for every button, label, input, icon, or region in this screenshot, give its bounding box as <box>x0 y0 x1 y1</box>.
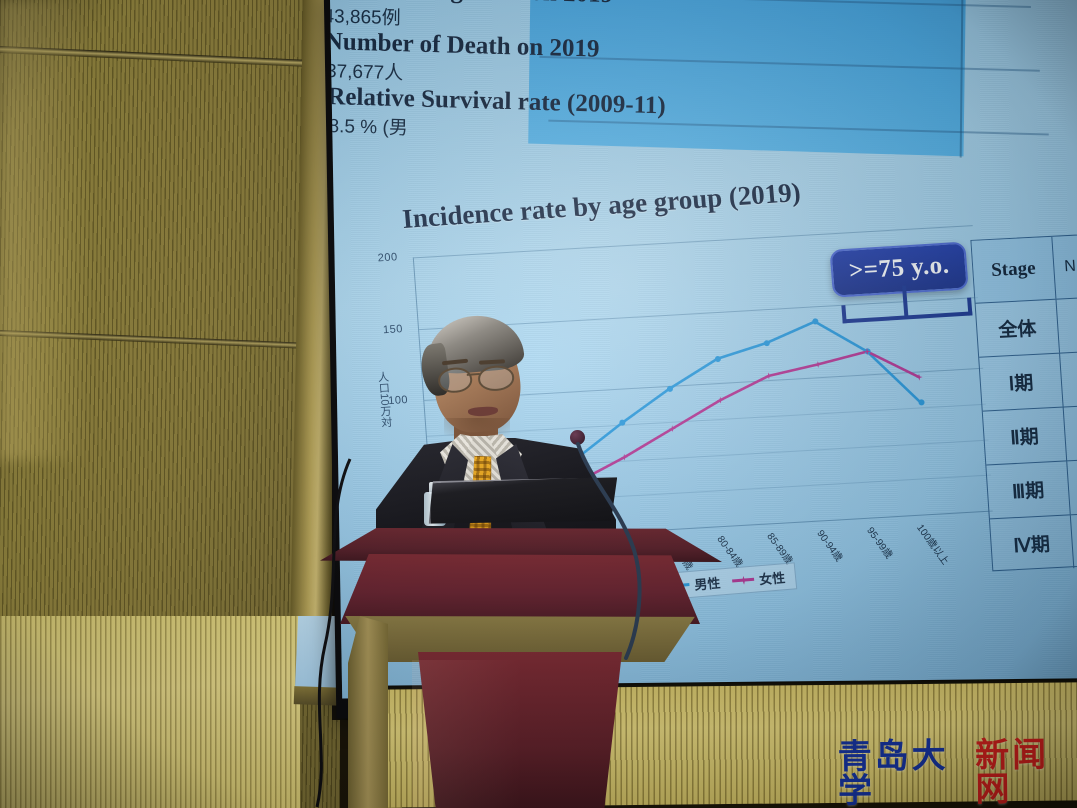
legend-swatch-female <box>732 578 755 583</box>
stage-cell: 全体 <box>975 299 1061 357</box>
stage-cell: Ⅲ期 <box>986 461 1071 519</box>
data-point <box>811 318 819 325</box>
stage-table-header-second: N <box>1063 257 1077 276</box>
microphone <box>560 430 660 660</box>
stage-table-row: 全体 <box>975 292 1077 358</box>
age-callout-badge: >=75 y.o. <box>829 241 970 298</box>
stage-value-cell <box>1060 346 1077 406</box>
x-axis-tick-label: 100歳以上 <box>913 522 951 568</box>
age-callout-label: >=75 y.o. <box>848 251 951 285</box>
watermark: 青岛大学 新闻网 http://news.qdu.edu.cn <box>837 737 1077 808</box>
x-axis-tick-label: 90-94歳 <box>813 528 844 564</box>
chart-title: Incidence rate by age group (2019) <box>401 176 802 234</box>
y-axis-tick-label: 200 <box>377 251 399 265</box>
x-axis-tick-label: 95-99歳 <box>863 525 894 561</box>
stage-cell: Ⅱ期 <box>982 407 1068 465</box>
stage-table-header-row: Stage N <box>971 229 1077 304</box>
microphone-gooseneck <box>576 442 642 660</box>
legend-label-female: 女性 <box>758 570 786 588</box>
wall-seam <box>0 330 330 350</box>
stage-cell: Ⅳ期 <box>989 515 1075 573</box>
podium <box>320 520 722 808</box>
microphone-head <box>570 430 585 445</box>
speaker-eyeglasses <box>437 363 520 394</box>
data-point <box>714 355 721 362</box>
data-point <box>666 385 673 392</box>
watermark-organization: 青岛大学 新闻网 <box>837 737 1077 808</box>
speaker-chin-shadow <box>444 418 510 436</box>
podium-side-pillar <box>348 616 388 808</box>
podium-base-highlight <box>412 660 522 808</box>
legend-item-female: 女性 <box>731 567 786 590</box>
bracket-left-tick <box>841 305 847 324</box>
wall-seam <box>0 46 318 68</box>
stage-table-header-stage: Stage <box>971 236 1057 303</box>
x-axis-tick-label: 85-89歳 <box>763 531 794 567</box>
stage-value-cell <box>1064 400 1077 460</box>
stage-value-cell <box>1057 292 1077 352</box>
watermark-org-suffix: 新闻网 <box>974 737 1050 808</box>
wall-light-glow <box>0 0 90 460</box>
podium-base <box>418 652 622 808</box>
data-point <box>763 339 770 347</box>
stage-cell: Ⅰ期 <box>979 353 1064 411</box>
watermark-org-name: 青岛大学 <box>837 738 949 808</box>
wall-panel-lower-left <box>0 616 300 808</box>
